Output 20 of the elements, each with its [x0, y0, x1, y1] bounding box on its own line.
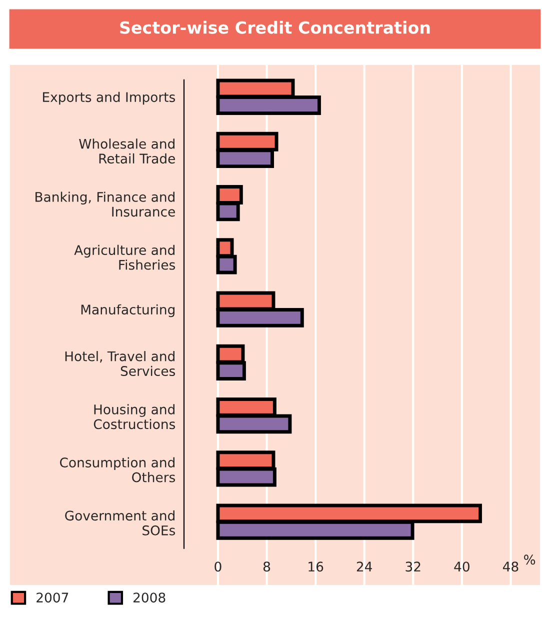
y-tick-label: Hotel, Travel and Services — [65, 351, 176, 376]
x-tick-label: 0 — [214, 562, 222, 572]
annotation: % — [524, 554, 536, 565]
y-tick-label: Wholesale and Retail Trade — [79, 138, 175, 164]
y-tick-label: Exports and Imports — [43, 92, 176, 105]
x-tick-label: 8 — [263, 562, 270, 572]
legend-label: 2007 — [36, 592, 68, 603]
y-tick-label: Banking, Finance and Insurance — [36, 192, 175, 217]
y-tick-label: Housing and Costructions — [94, 404, 176, 430]
x-tick-label: 48 — [502, 562, 518, 572]
x-tick-label: 40 — [454, 562, 470, 572]
y-tick-label: Consumption and Others — [60, 457, 176, 482]
chart-title: Sector-wise Credit Concentration — [120, 20, 430, 34]
legend-label: 2008 — [134, 592, 166, 603]
y-tick-label: Agriculture and Fisheries — [74, 244, 176, 270]
y-tick-label: Government and SOEs — [65, 510, 176, 536]
x-tick-label: 16 — [308, 562, 324, 572]
x-tick-label: 32 — [406, 562, 420, 572]
x-tick-label: 24 — [356, 562, 372, 572]
y-tick-label: Manufacturing — [81, 304, 174, 318]
